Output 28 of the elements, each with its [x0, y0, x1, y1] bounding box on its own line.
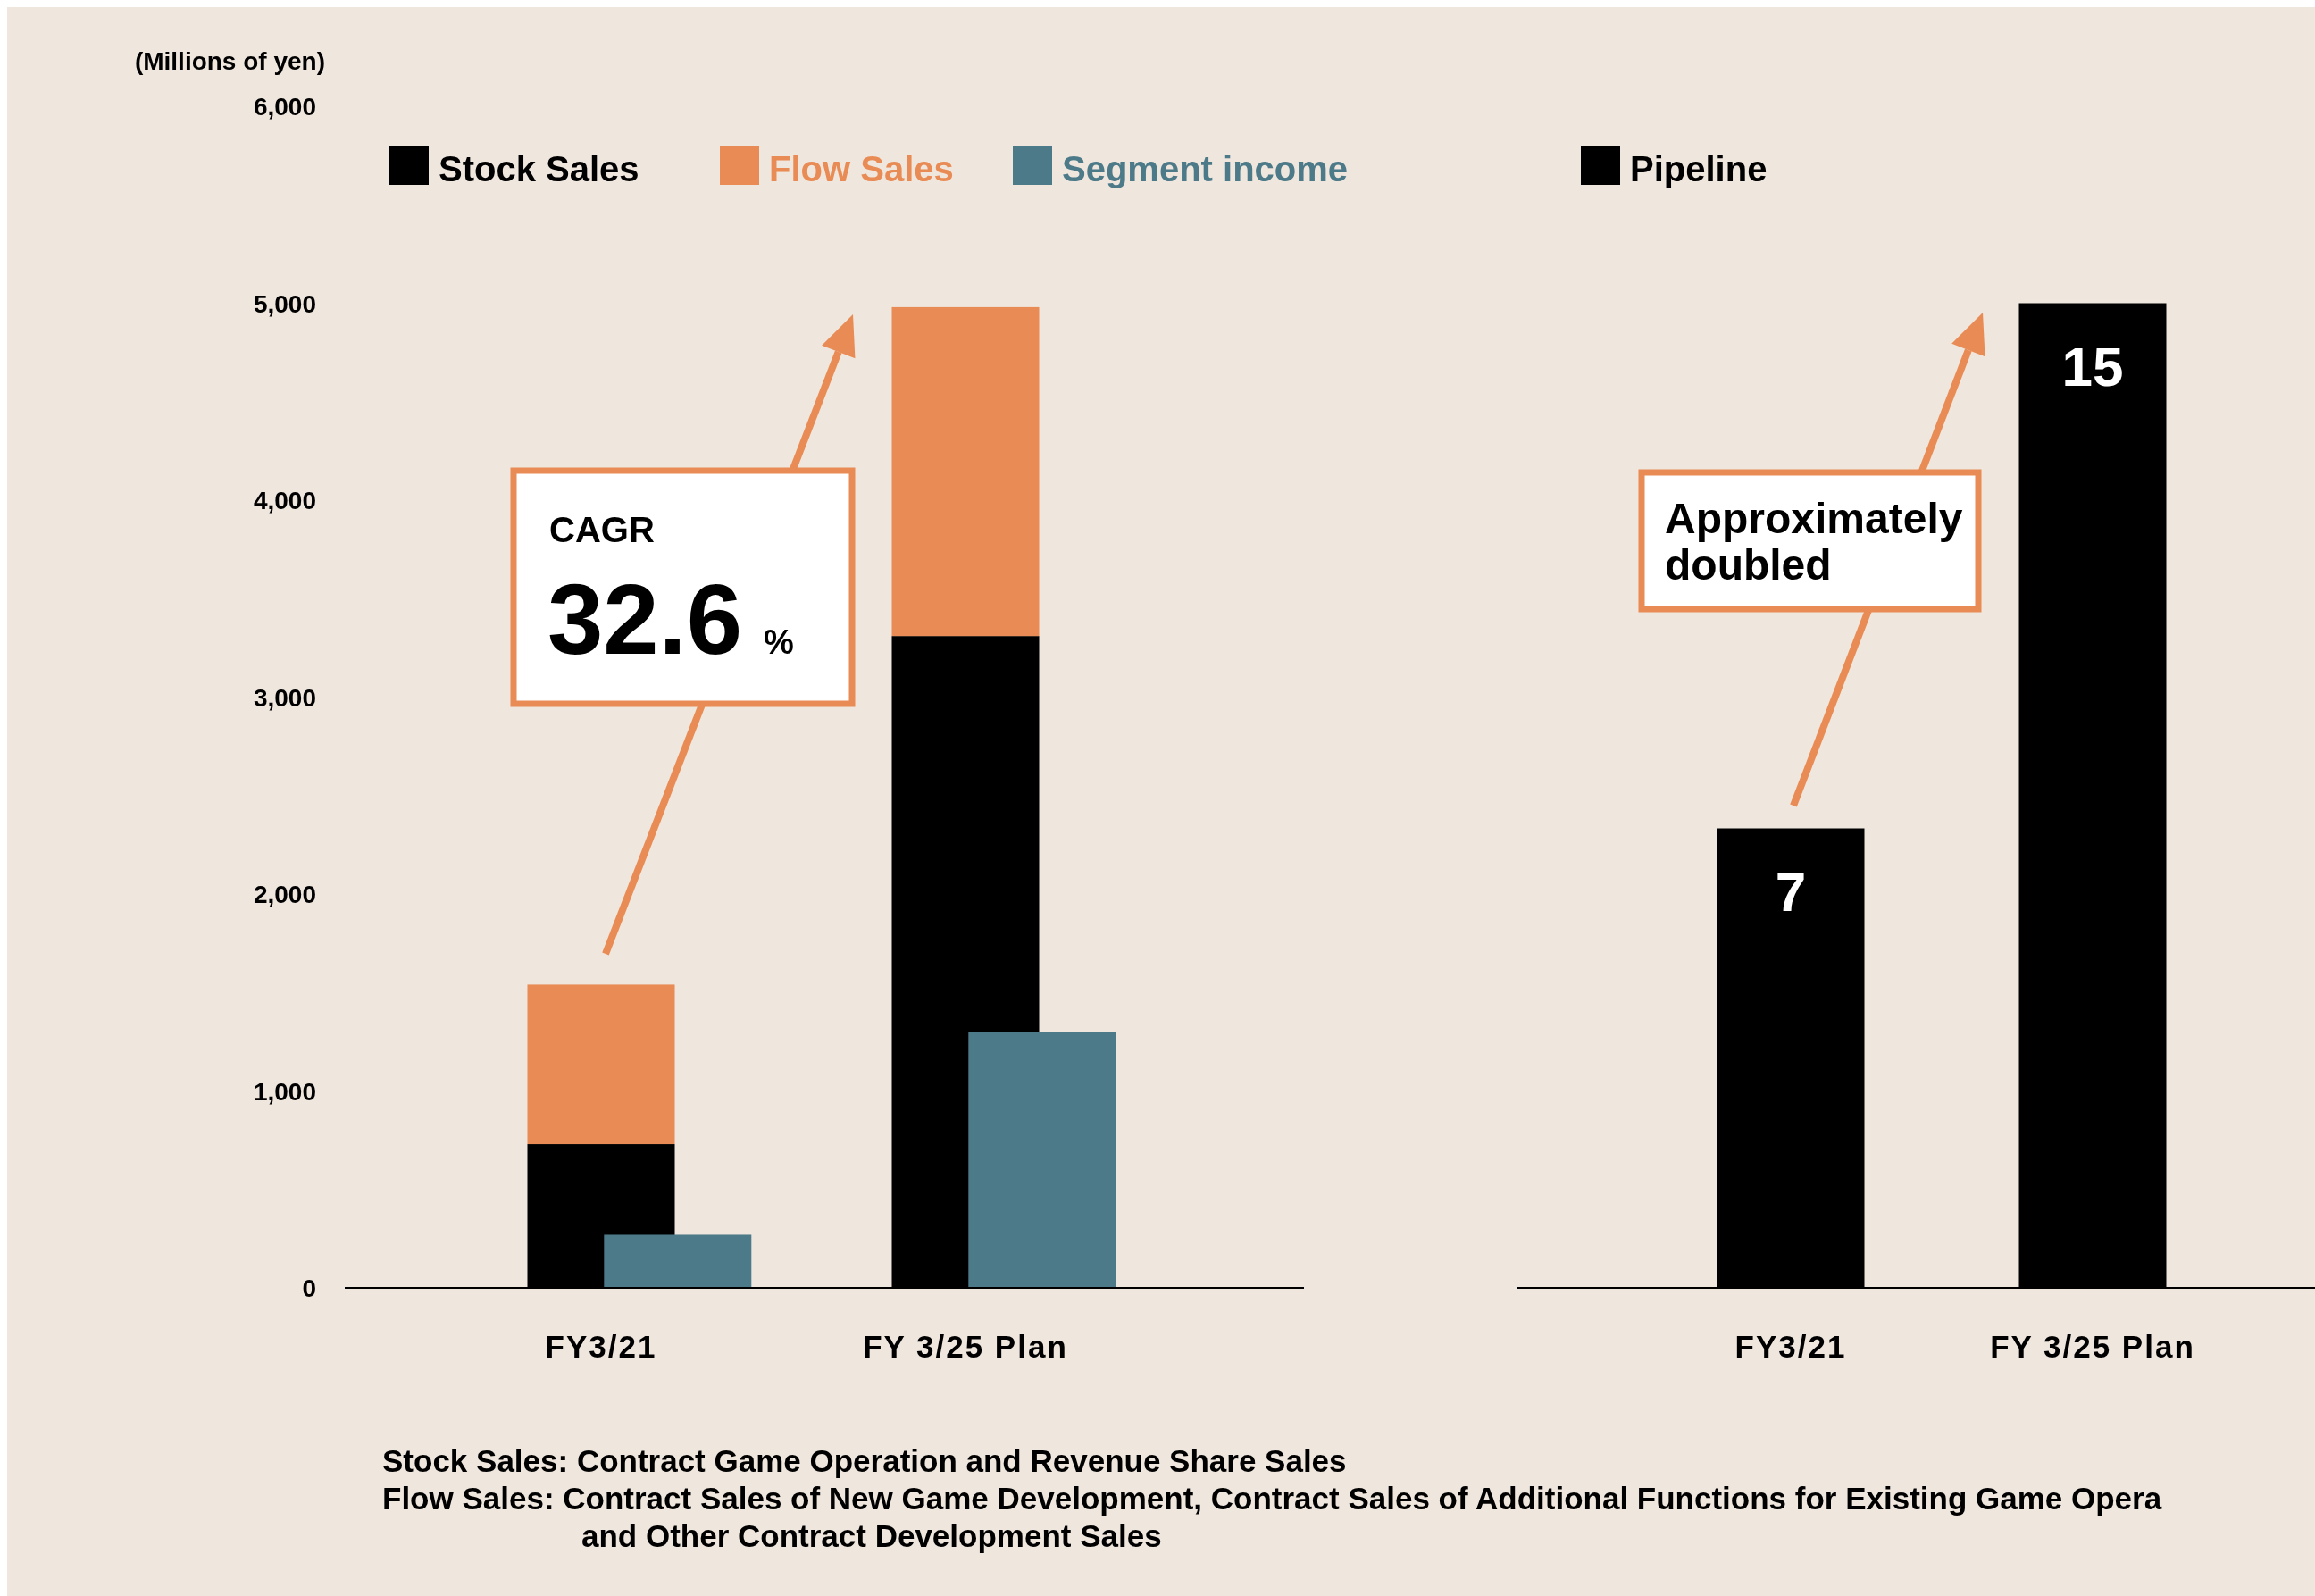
y-tick-label: 0: [302, 1274, 316, 1302]
y-tick-label: 3,000: [253, 683, 316, 712]
data-label: 15: [2061, 335, 2124, 397]
annotation: Approximately doubled: [1665, 495, 1963, 589]
y-tick-label: 2,000: [253, 881, 316, 908]
text: Flow Sales: Contract Sales of New Game Development, Contract Sales of Additional Functions for Existing Game Opera: [382, 1481, 2162, 1516]
y-axis-title: (Millions of yen): [134, 47, 325, 75]
callout-box: CAGR 32.6 %: [510, 467, 856, 707]
data-label: 7: [1775, 860, 1807, 923]
legend-label: Segment income: [1062, 149, 1349, 188]
bar: [527, 984, 675, 1145]
y-tick-label: 1,000: [253, 1077, 316, 1106]
y-tick-label: 5,000: [253, 289, 316, 318]
x-tick-label: FY3/21: [1734, 1329, 1847, 1364]
bar: [891, 306, 1040, 637]
legend-label: Stock Sales: [439, 149, 639, 188]
text: Stock Sales: Contract Game Operation and Revenue Share Sales: [382, 1443, 1347, 1478]
text: and Other Contract Development Sales: [581, 1518, 1162, 1553]
annotation: CAGR: [549, 510, 655, 549]
x-tick-label: FY3/21: [545, 1329, 657, 1364]
annotation: 32.6 %: [547, 564, 794, 675]
x-tick-label: FY 3/25 Plan: [863, 1329, 1068, 1364]
y-tick-label: 4,000: [253, 487, 316, 514]
y-tick-label: 6,000: [253, 93, 316, 121]
legend-label: Flow Sales: [769, 149, 954, 188]
legend-label: Pipeline: [1630, 149, 1768, 188]
x-tick-label: FY 3/25 Plan: [1990, 1329, 2195, 1364]
callout-box: Approximately doubled: [1638, 469, 1982, 613]
